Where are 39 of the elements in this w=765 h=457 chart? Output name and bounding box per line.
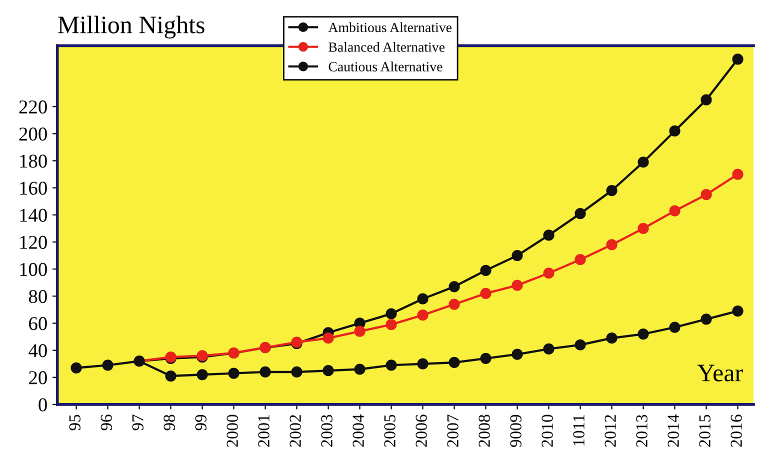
y-tick-label: 60: [29, 317, 47, 330]
x-tick-label: 98: [164, 414, 175, 430]
y-tick-label: 0: [38, 398, 47, 412]
x-tick-label: 2016: [730, 414, 742, 447]
legend-label: Balanced Alternative: [328, 42, 445, 52]
y-tick-label: 200: [19, 128, 47, 141]
x-tick-label: 2010: [542, 414, 553, 447]
y-tick-label: 80: [28, 290, 47, 304]
y-tick-label: 140: [20, 208, 47, 222]
x-tick-label: 1011: [573, 415, 584, 446]
x-tick-label: 99: [195, 414, 206, 430]
x-tick-label: 9009: [510, 414, 522, 447]
x-tick-label: 2012: [604, 415, 616, 447]
y-tick-label: 160: [20, 182, 47, 195]
x-tick-label: 2006: [416, 414, 427, 447]
x-tick-label: 95: [69, 414, 80, 430]
y-tick-label: 180: [20, 154, 47, 168]
y-tick-label: 20: [29, 371, 47, 384]
y-tick-label: 120: [20, 236, 47, 249]
x-tick-label: 2003: [321, 414, 332, 447]
x-tick-label: 97: [132, 414, 144, 430]
x-tick-label: 2007: [447, 414, 458, 447]
legend-label: Cautious Alternative: [328, 62, 442, 72]
x-tick-label: 2001: [258, 415, 270, 447]
legend-label: Ambitious Alternative: [328, 22, 452, 32]
x-tick-label: 2000: [226, 414, 238, 447]
x-tick-label: 2008: [478, 414, 490, 447]
x-axis-title: Year: [697, 364, 743, 382]
x-tick-label: 2004: [352, 414, 364, 447]
chart-title: Million Nights: [58, 16, 204, 39]
x-tick-label: 2005: [384, 414, 396, 447]
x-tick-label: 2015: [699, 414, 710, 447]
x-tick-label: 2002: [290, 415, 301, 447]
x-tick-label: 96: [100, 414, 112, 430]
y-tick-label: 220: [19, 100, 47, 114]
x-tick-label: 2013: [636, 414, 648, 447]
x-tick-label: 2014: [668, 414, 679, 447]
y-tick-label: 40: [28, 344, 47, 358]
y-tick-label: 100: [20, 262, 47, 276]
